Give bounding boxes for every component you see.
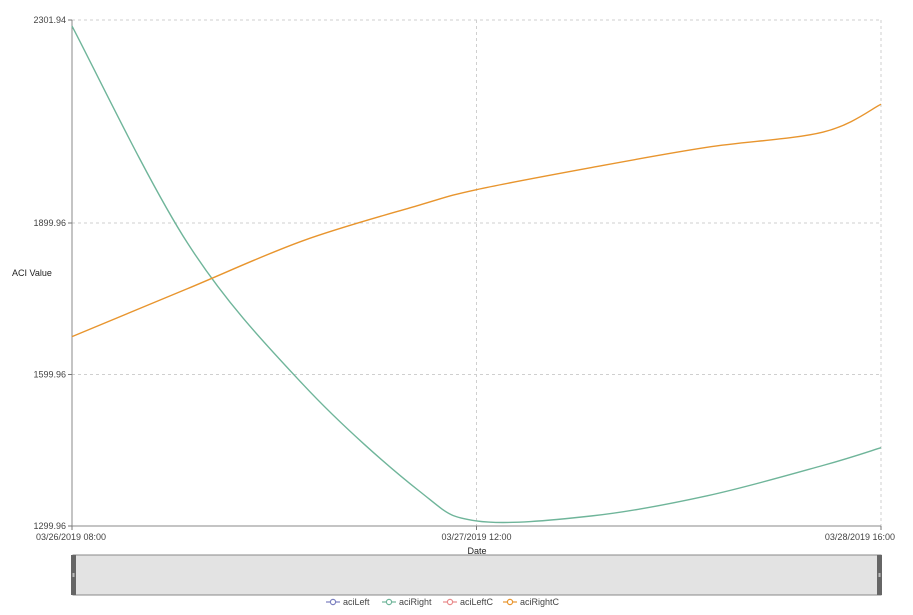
grid-lines: [72, 19, 882, 526]
x-tick-label: 03/26/2019 08:00: [36, 532, 106, 542]
range-navigator-right-grip: [878, 573, 881, 577]
legend: aciLeft aciRight aciLeftC aciRightC: [326, 597, 560, 607]
range-navigator-left-grip: [72, 573, 75, 577]
y-tick-label: 1299.96: [33, 521, 66, 531]
legend-circle-marker: [329, 598, 337, 606]
legend-item-aciLeft[interactable]: aciLeft: [326, 597, 370, 607]
range-navigator[interactable]: [71, 554, 882, 596]
x-axis-label: Date: [467, 546, 486, 556]
series-line-aciRight[interactable]: [71, 25, 882, 524]
y-tick-label: 1899.96: [33, 218, 66, 228]
legend-label: aciLeftC: [460, 597, 494, 607]
series-lines: [71, 25, 882, 524]
legend-circle-marker: [506, 598, 514, 606]
series-line-aciRightC[interactable]: [71, 103, 882, 338]
x-axis-ticks: 03/26/2019 08:00 03/27/2019 12:00 03/28/20…: [36, 526, 895, 542]
range-navigator-track[interactable]: [72, 554, 882, 596]
legend-label: aciLeft: [343, 597, 370, 607]
legend-label: aciRight: [399, 597, 432, 607]
legend-item-aciRightC[interactable]: aciRightC: [503, 597, 560, 607]
y-axis-ticks: 2301.94 1899.96 1599.96 1299.96: [33, 15, 72, 531]
y-axis-label: ACI Value: [12, 268, 52, 278]
legend-item-aciRight[interactable]: aciRight: [382, 597, 432, 607]
legend-item-aciLeftC[interactable]: aciLeftC: [443, 597, 494, 607]
y-tick-label: 1599.96: [33, 369, 66, 379]
y-tick-label: 2301.94: [33, 15, 66, 25]
legend-circle-marker: [385, 598, 393, 606]
x-tick-label: 03/27/2019 12:00: [441, 532, 511, 542]
legend-label: aciRightC: [520, 597, 560, 607]
x-tick-label: 03/28/2019 16:00: [825, 532, 895, 542]
legend-circle-marker: [446, 598, 454, 606]
